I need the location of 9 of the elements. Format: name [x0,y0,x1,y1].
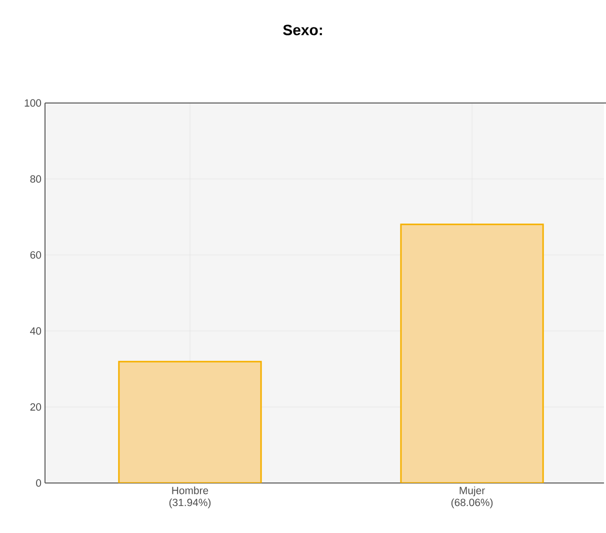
y-tick-label: 0 [36,479,42,487]
y-tick-label: 60 [30,251,42,259]
chart-title: Sexo: [283,24,322,36]
y-tick-label: 20 [30,403,42,411]
y-tick-label: 80 [30,175,42,183]
y-tick-label: 40 [30,327,42,335]
x-tick-label: Mujer (68.06%) [451,486,493,508]
y-tick-label: 100 [24,99,42,107]
x-tick-label: Hombre (31.94%) [169,486,211,508]
